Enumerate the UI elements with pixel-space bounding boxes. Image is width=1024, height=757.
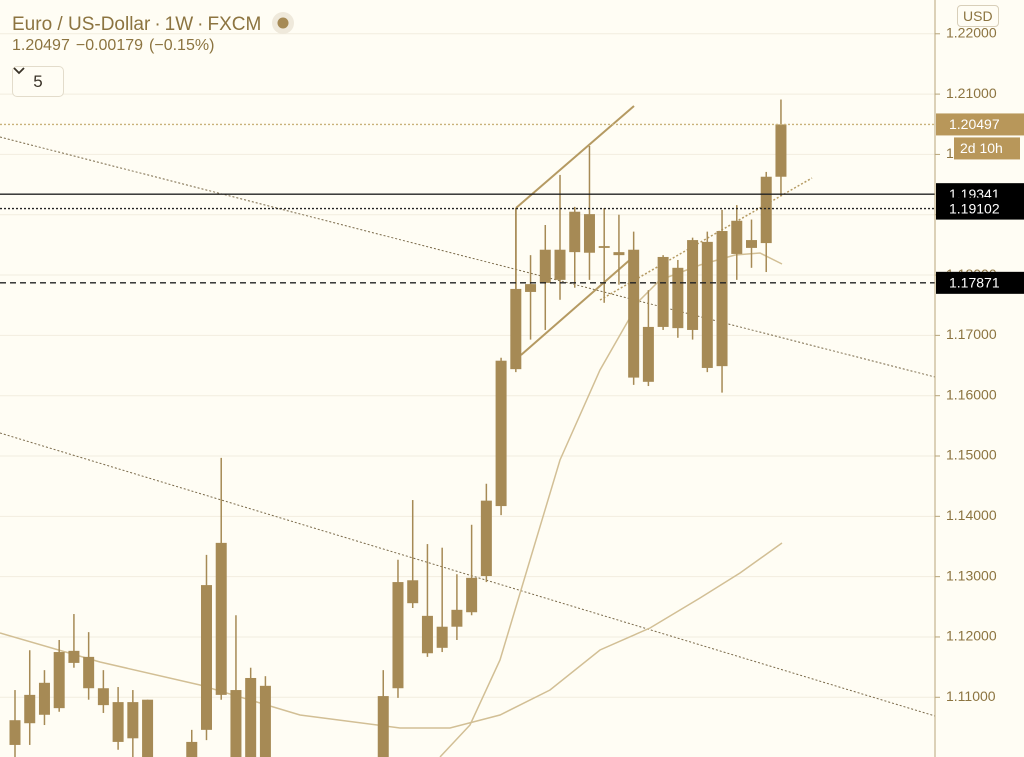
candle-body <box>672 267 684 329</box>
candle-body <box>466 577 478 613</box>
trend-line <box>0 136 936 378</box>
candle-body <box>421 615 433 654</box>
candle-body <box>112 702 124 742</box>
chevron <box>13 67 25 75</box>
indicator-count: 5 <box>33 71 43 91</box>
candle-body <box>392 582 404 689</box>
candle-body <box>569 211 581 253</box>
price-info: 1.20497 −0.00179 (−0.15%) <box>12 37 220 55</box>
y-tick-label: 1.14000 <box>946 507 997 523</box>
candle-body <box>657 256 669 327</box>
candles <box>9 99 787 757</box>
candle-body <box>9 720 21 745</box>
drawings <box>0 105 936 757</box>
candle-body <box>97 688 109 706</box>
interval[interactable]: 1W <box>164 14 194 35</box>
channel-line <box>515 105 635 209</box>
candle-body <box>510 288 522 370</box>
candle-body <box>451 609 463 627</box>
channel-line <box>520 257 633 356</box>
axis-labels: 1.11000 1.12000 1.13000 1.14000 1.15000 1.160… <box>935 24 1024 704</box>
indicators-toggle[interactable]: 5 <box>12 66 64 97</box>
candle-body <box>24 694 36 724</box>
y-tick-label: 1.12000 <box>946 628 997 644</box>
separator: · <box>154 14 161 35</box>
y-tick-label: 1.13000 <box>946 567 997 583</box>
y-tick-label: 1.21000 <box>946 85 997 101</box>
price-change-pct: (−0.15%) <box>149 37 215 54</box>
candle-body <box>245 677 257 757</box>
candle-body <box>746 240 757 248</box>
status-icon <box>272 12 295 34</box>
last-price: 1.20497 <box>12 37 70 54</box>
candle-body <box>83 656 95 689</box>
candle-body <box>539 249 551 283</box>
candle-body <box>215 542 227 695</box>
moving-average <box>439 252 783 757</box>
candle-body <box>554 249 566 280</box>
candle-body <box>701 241 713 368</box>
candle-body <box>525 284 537 292</box>
candle-body <box>68 650 80 663</box>
countdown-bg <box>954 137 1020 160</box>
price-label-bg <box>936 113 1024 136</box>
candle-body <box>200 585 212 730</box>
y-tick-label: 1.15000 <box>946 447 997 463</box>
price-label-bg <box>936 271 1024 294</box>
countdown: 2d 10h <box>960 140 1003 156</box>
price-label: 1.19102 <box>949 200 1000 216</box>
candle-body <box>760 176 772 244</box>
candle-body <box>775 124 787 177</box>
y-tick-label: 1.17000 <box>946 326 997 342</box>
candle-body <box>53 652 65 709</box>
candle-body <box>186 741 198 757</box>
moving-average <box>0 542 783 729</box>
y-tick-label: 1.22000 <box>946 24 997 40</box>
candle-body <box>407 580 419 604</box>
candle-body <box>127 702 139 739</box>
candle-body <box>628 249 640 378</box>
candle-body <box>598 246 610 248</box>
candle-body <box>731 220 743 254</box>
candle-body <box>142 699 154 757</box>
separator: · <box>197 14 204 35</box>
price-lines <box>0 123 935 284</box>
symbol-title: Euro / US-Dollar · 1W · FXCM <box>12 6 295 36</box>
y-tick-label: 1.11000 <box>946 688 996 704</box>
price-change: −0.00179 <box>75 37 144 54</box>
price-label: 1.20497 <box>949 116 1000 132</box>
price-label: 1.17871 <box>949 275 1000 291</box>
candle-body <box>716 231 728 367</box>
candle-body <box>613 252 625 256</box>
candle-body <box>642 326 654 382</box>
source: FXCM <box>207 14 262 35</box>
trend-line <box>0 432 936 717</box>
candle-body <box>583 214 595 253</box>
y-tick-label: 1.16000 <box>946 386 997 402</box>
candle-body <box>38 682 50 715</box>
symbol: Euro / US-Dollar <box>12 14 151 35</box>
candle-body <box>436 626 448 648</box>
candle-body <box>480 500 492 577</box>
candle-body <box>230 690 242 757</box>
candle-body <box>377 696 389 757</box>
candle-body <box>687 240 699 330</box>
candle-body <box>259 685 271 757</box>
price-label-bg <box>936 197 1024 220</box>
currency-button[interactable]: USD <box>957 5 999 27</box>
candle-body <box>495 360 507 507</box>
